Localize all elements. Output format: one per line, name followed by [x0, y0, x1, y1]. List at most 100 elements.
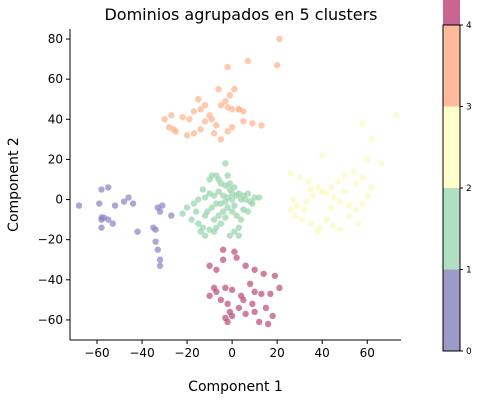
scatter-point-cluster-0 [111, 202, 119, 209]
scatter-point-cluster-1 [183, 204, 191, 211]
scatter-point-cluster-3 [201, 102, 209, 109]
colorbar-segment [443, 0, 460, 25]
scatter-point-cluster-0 [98, 224, 105, 231]
scatter-point-cluster-3 [197, 126, 204, 133]
colorbar-tick-label: 2 [466, 184, 472, 194]
scatter-point-cluster-4 [242, 310, 249, 318]
scatter-point-cluster-1 [228, 208, 236, 215]
x-tick-label: 60 [360, 346, 375, 360]
scatter-point-cluster-1 [195, 196, 202, 203]
scatter-point-cluster-2 [341, 172, 348, 179]
scatter-point-cluster-1 [251, 194, 258, 201]
scatter-point-cluster-2 [330, 194, 337, 201]
scatter-point-cluster-4 [224, 300, 231, 308]
scatter-point-cluster-2 [294, 202, 301, 209]
scatter-point-cluster-2 [346, 202, 353, 209]
scatter-point-cluster-4 [219, 246, 227, 253]
scatter-point-cluster-1 [224, 204, 231, 211]
scatter-point-cluster-2 [337, 226, 344, 233]
scatter-point-cluster-0 [156, 208, 164, 215]
scatter-point-cluster-2 [393, 112, 400, 119]
scatter-point-cluster-2 [314, 184, 321, 191]
scatter-point-cluster-2 [323, 216, 330, 223]
scatter-point-cluster-3 [276, 35, 283, 43]
scatter-point-cluster-4 [258, 290, 265, 298]
scatter-point-cluster-3 [222, 98, 229, 105]
scatter-point-cluster-2 [352, 206, 360, 213]
scatter-point-cluster-3 [240, 118, 247, 125]
scatter-point-cluster-2 [352, 180, 360, 187]
scatter-point-cluster-1 [213, 172, 220, 179]
colorbar-tick-label: 3 [466, 103, 472, 113]
scatter-point-cluster-0 [98, 216, 105, 223]
scatter-point-cluster-3 [235, 106, 243, 113]
scatter-point-cluster-1 [204, 208, 211, 215]
scatter-point-cluster-4 [222, 284, 229, 292]
scatter-point-cluster-4 [251, 308, 258, 316]
scatter-point-cluster-1 [213, 224, 220, 231]
scatter-point-cluster-0 [154, 246, 162, 253]
scatter-point-cluster-2 [287, 170, 294, 177]
scatter-point-cluster-4 [235, 304, 243, 312]
scatter-point-cluster-2 [289, 196, 297, 203]
scatter-point-cluster-1 [219, 192, 227, 199]
x-tick-label: 40 [315, 346, 330, 360]
scatter-point-cluster-2 [359, 174, 366, 181]
scatter-point-cluster-2 [330, 222, 337, 229]
scatter-point-cluster-2 [305, 178, 312, 185]
scatter-point-cluster-2 [377, 160, 384, 167]
scatter-point-cluster-0 [129, 200, 137, 207]
scatter-point-cluster-1 [192, 208, 200, 215]
scatter-point-cluster-0 [98, 186, 105, 193]
scatter-point-cluster-1 [224, 172, 231, 179]
scatter-point-cluster-2 [368, 184, 375, 191]
scatter-point-cluster-3 [249, 120, 256, 127]
colorbar-tick-label: 4 [466, 21, 472, 31]
scatter-point-cluster-3 [224, 128, 231, 135]
colorbar-segment [443, 106, 460, 188]
scatter-point-cluster-2 [327, 184, 335, 191]
scatter-point-cluster-3 [168, 112, 175, 119]
scatter-point-cluster-1 [249, 200, 256, 207]
scatter-point-cluster-2 [307, 186, 315, 193]
scatter-point-cluster-2 [291, 212, 299, 219]
scatter-point-cluster-2 [364, 192, 371, 199]
scatter-point-cluster-1 [244, 208, 252, 215]
scatter-point-cluster-1 [188, 216, 195, 223]
scatter-point-cluster-1 [199, 186, 207, 193]
scatter-point-cluster-3 [228, 124, 236, 131]
scatter-point-cluster-1 [215, 188, 222, 195]
y-tick-label: −60 [38, 313, 63, 327]
scatter-point-cluster-2 [287, 206, 294, 213]
scatter-point-cluster-4 [224, 318, 231, 326]
scatter-point-cluster-0 [105, 216, 112, 223]
x-tick-label: 0 [228, 346, 236, 360]
scatter-point-cluster-2 [337, 198, 344, 205]
scatter-point-cluster-3 [172, 128, 180, 135]
scatter-point-cluster-3 [217, 136, 225, 143]
scatter-point-cluster-2 [327, 204, 335, 211]
scatter-point-cluster-3 [201, 118, 209, 125]
scatter-points [75, 35, 400, 328]
scatter-point-cluster-4 [267, 290, 274, 298]
scatter-point-cluster-4 [231, 248, 238, 255]
scatter-point-cluster-4 [246, 280, 254, 288]
scatter-point-cluster-1 [231, 202, 238, 209]
scatter-point-cluster-1 [233, 212, 240, 219]
scatter-point-cluster-4 [264, 320, 272, 328]
scatter-point-cluster-1 [206, 176, 213, 183]
scatter-point-cluster-2 [350, 168, 357, 175]
scatter-point-cluster-1 [208, 204, 216, 211]
scatter-point-cluster-4 [213, 288, 220, 296]
scatter-point-cluster-3 [183, 132, 191, 139]
scatter-point-cluster-1 [213, 200, 220, 207]
scatter-point-cluster-2 [364, 156, 371, 163]
scatter-point-cluster-4 [260, 270, 267, 277]
scatter-point-cluster-2 [318, 188, 326, 195]
y-tick-label: 20 [48, 152, 63, 166]
scatter-point-cluster-4 [213, 266, 220, 273]
scatter-point-cluster-3 [244, 57, 252, 65]
scatter-point-cluster-4 [226, 308, 234, 316]
scatter-point-cluster-3 [186, 116, 193, 123]
scatter-point-cluster-4 [276, 284, 283, 292]
